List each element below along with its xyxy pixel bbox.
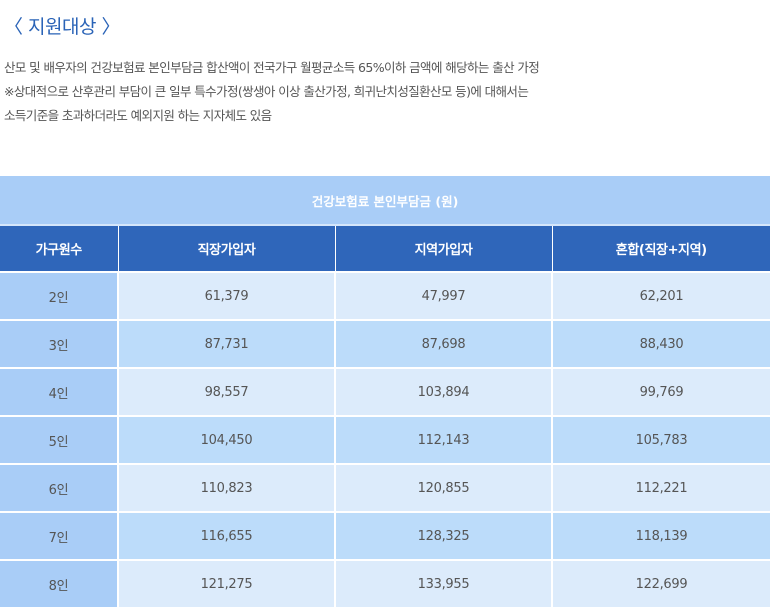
household-size-cell: 4인 <box>0 367 118 416</box>
household-size-cell: 7인 <box>0 511 118 560</box>
household-size-cell: 8인 <box>0 559 118 607</box>
mixed-value-cell: 62,201 <box>550 271 770 320</box>
regional-value-cell: 133,955 <box>334 559 552 607</box>
household-size-cell: 6인 <box>0 463 118 512</box>
regional-value-cell: 47,997 <box>334 271 552 320</box>
household-size-cell: 2인 <box>0 271 118 320</box>
table-row: 6인 110,823 120,855 112,221 <box>0 463 770 512</box>
table-row: 5인 104,450 112,143 105,783 <box>0 415 770 464</box>
employee-value-cell: 121,275 <box>117 559 335 607</box>
employee-value-cell: 110,823 <box>117 463 335 512</box>
table-row: 8인 121,275 133,955 122,699 <box>0 559 770 607</box>
description-line: ※상대적으로 산후관리 부담이 큰 일부 특수가정(쌍생아 이상 출산가정, 희… <box>4 84 529 99</box>
regional-value-cell: 87,698 <box>334 319 552 368</box>
description-line: 산모 및 배우자의 건강보험료 본인부담금 합산액이 전국가구 월평균소득 65… <box>4 60 540 75</box>
section-title: 〈 지원대상 〉 <box>4 16 121 38</box>
mixed-value-cell: 88,430 <box>550 319 770 368</box>
household-size-cell: 5인 <box>0 415 118 464</box>
regional-value-cell: 128,325 <box>334 511 552 560</box>
table-row: 7인 116,655 128,325 118,139 <box>0 511 770 560</box>
mixed-value-cell: 105,783 <box>550 415 770 464</box>
premium-table: 건강보험료 본인부담금 (원) 가구원수 직장가입자 지역가입자 혼합(직장+지… <box>0 176 770 607</box>
eligibility-description: 산모 및 배우자의 건강보험료 본인부담금 합산액이 전국가구 월평균소득 65… <box>4 56 764 128</box>
employee-value-cell: 104,450 <box>117 415 335 464</box>
employee-value-cell: 61,379 <box>117 271 335 320</box>
header-employee-insured: 직장가입자 <box>117 225 335 272</box>
header-mixed: 혼합(직장+지역) <box>551 225 770 272</box>
mixed-value-cell: 122,699 <box>550 559 770 607</box>
regional-value-cell: 112,143 <box>334 415 552 464</box>
description-line: 소득기준을 초과하더라도 예외지원 하는 지자체도 있음 <box>4 108 272 123</box>
mixed-value-cell: 118,139 <box>550 511 770 560</box>
mixed-value-cell: 112,221 <box>550 463 770 512</box>
regional-value-cell: 103,894 <box>334 367 552 416</box>
table-row: 2인 61,379 47,997 62,201 <box>0 271 770 320</box>
mixed-value-cell: 99,769 <box>550 367 770 416</box>
employee-value-cell: 116,655 <box>117 511 335 560</box>
regional-value-cell: 120,855 <box>334 463 552 512</box>
employee-value-cell: 98,557 <box>117 367 335 416</box>
header-household-size: 가구원수 <box>0 225 118 272</box>
table-caption: 건강보험료 본인부담금 (원) <box>0 176 770 226</box>
table-row: 4인 98,557 103,894 99,769 <box>0 367 770 416</box>
household-size-cell: 3인 <box>0 319 118 368</box>
header-regional-insured: 지역가입자 <box>334 225 552 272</box>
table-row: 3인 87,731 87,698 88,430 <box>0 319 770 368</box>
employee-value-cell: 87,731 <box>117 319 335 368</box>
